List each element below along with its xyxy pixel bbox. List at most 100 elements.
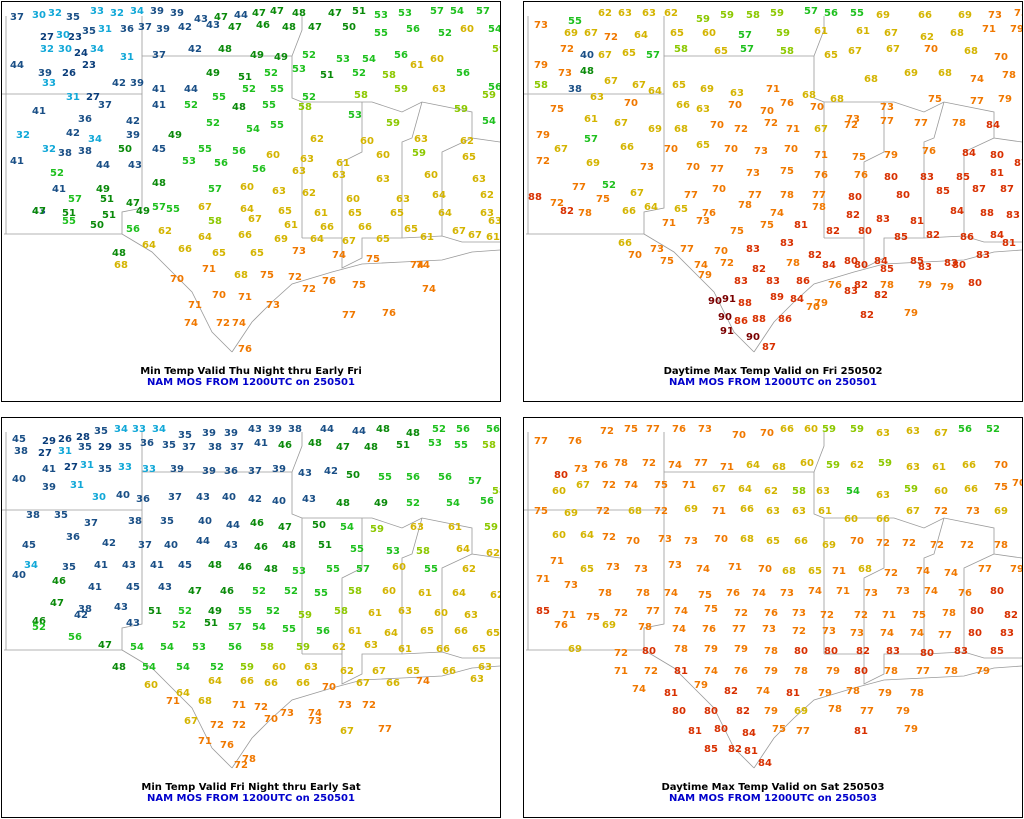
station-temp-label: 42: [178, 22, 192, 33]
station-temp-label: 63: [696, 104, 710, 115]
station-temp-label: 74: [184, 318, 198, 329]
station-temp-label: 38: [26, 510, 40, 521]
station-temp-label: 65: [462, 152, 476, 163]
station-temp-label: 73: [668, 560, 682, 571]
station-temp-label: 74: [674, 606, 688, 617]
station-temp-label: 72: [604, 32, 618, 43]
station-temp-label: 56: [480, 496, 494, 507]
station-temp-label: 72: [720, 258, 734, 269]
station-temp-label: 80: [642, 646, 656, 657]
station-temp-label: 79: [826, 666, 840, 677]
station-temp-label: 31: [66, 92, 80, 103]
station-temp-label: 45: [178, 560, 192, 571]
station-temp-label: 71: [728, 562, 742, 573]
panel-title: Daytime Max Temp Valid on Sat 250503: [661, 782, 885, 793]
station-temp-label: 64: [208, 676, 222, 687]
station-temp-label: 56: [456, 68, 470, 79]
station-temp-label: 80: [970, 606, 984, 617]
station-temp-label: 47: [50, 598, 64, 609]
station-temp-label: 60: [376, 150, 390, 161]
station-temp-label: 63: [618, 8, 632, 19]
station-temp-label: 70: [1012, 478, 1022, 489]
station-temp-label: 77: [978, 564, 992, 575]
station-temp-label: 67: [452, 226, 466, 237]
station-temp-label: 81: [688, 726, 702, 737]
station-temp-label: 73: [822, 626, 836, 637]
station-temp-label: 77: [646, 424, 660, 435]
station-temp-label: 74: [970, 74, 984, 85]
station-temp-label: 47: [228, 22, 242, 33]
station-temp-label: 79: [998, 94, 1012, 105]
station-temp-label: 61: [418, 588, 432, 599]
station-temp-label: 83: [976, 250, 990, 261]
station-temp-label: 67: [554, 144, 568, 155]
station-temp-label: 71: [562, 610, 576, 621]
station-temp-label: 40: [580, 50, 594, 61]
station-temp-label: 47: [270, 6, 284, 17]
station-temp-label: 78: [884, 666, 898, 677]
station-temp-label: 81: [1002, 238, 1016, 249]
station-temp-label: 39: [42, 482, 56, 493]
station-temp-label: 59: [822, 424, 836, 435]
station-temp-label: 67: [934, 428, 948, 439]
station-temp-label: 51: [318, 540, 332, 551]
station-temp-label: 38: [208, 442, 222, 453]
station-temp-label: 74: [410, 260, 424, 271]
station-temp-label: 55: [568, 16, 582, 27]
station-temp-label: 74: [232, 318, 246, 329]
station-temp-label: 44: [96, 160, 110, 171]
station-temp-label: 55: [850, 8, 864, 19]
station-temp-label: 79: [878, 688, 892, 699]
station-temp-label: 84: [790, 294, 804, 305]
station-temp-label: 61: [814, 26, 828, 37]
station-temp-label: 72: [844, 120, 858, 131]
station-temp-label: 72: [560, 44, 574, 55]
station-temp-label: 38: [14, 446, 28, 457]
station-temp-label: 58: [298, 102, 312, 113]
station-temp-label: 42: [74, 610, 88, 621]
station-temp-label: 43: [122, 560, 136, 571]
station-temp-label: 83: [766, 276, 780, 287]
station-temp-label: 63: [792, 506, 806, 517]
station-temp-label: 59: [386, 118, 400, 129]
station-temp-label: 65: [486, 628, 500, 639]
station-temp-label: 50: [312, 520, 326, 531]
station-temp-label: 60: [272, 662, 286, 673]
station-temp-label: 61: [368, 608, 382, 619]
station-temp-label: 82: [874, 290, 888, 301]
station-temp-label: 76: [672, 424, 686, 435]
station-temp-label: 73: [338, 700, 352, 711]
station-temp-label: 31: [58, 446, 72, 457]
station-temp-label: 69: [602, 620, 616, 631]
station-temp-label: 60: [434, 608, 448, 619]
station-temp-label: 78: [846, 686, 860, 697]
station-temp-label: 77: [970, 96, 984, 107]
station-temp-label: 76: [854, 170, 868, 181]
station-temp-label: 78: [614, 458, 628, 469]
station-temp-label: 59: [240, 662, 254, 673]
station-temp-label: 75: [704, 604, 718, 615]
station-temp-label: 63: [398, 606, 412, 617]
station-temp-label: 39: [156, 24, 170, 35]
station-temp-label: 67: [884, 28, 898, 39]
station-temp-label: 80: [858, 226, 872, 237]
station-temp-label: 48: [282, 540, 296, 551]
station-temp-label: 70: [170, 274, 184, 285]
station-temp-label: 66: [296, 678, 310, 689]
station-temp-label: 61: [420, 232, 434, 243]
station-temp-label: 73: [966, 506, 980, 517]
station-temp-label: 51: [238, 72, 252, 83]
station-temp-label: 65: [824, 50, 838, 61]
station-temp-label: 84: [962, 148, 976, 159]
station-temp-label: 73: [792, 608, 806, 619]
station-temp-label: 79: [704, 644, 718, 655]
station-temp-label: 64: [432, 190, 446, 201]
station-temp-label: 70: [710, 120, 724, 131]
station-temp-label: 63: [304, 662, 318, 673]
station-temp-label: 55: [270, 84, 284, 95]
station-temp-label: 86: [734, 316, 748, 327]
station-temp-label: 71: [166, 696, 180, 707]
station-temp-label: 72: [232, 720, 246, 731]
station-temp-label: 57: [152, 202, 166, 213]
